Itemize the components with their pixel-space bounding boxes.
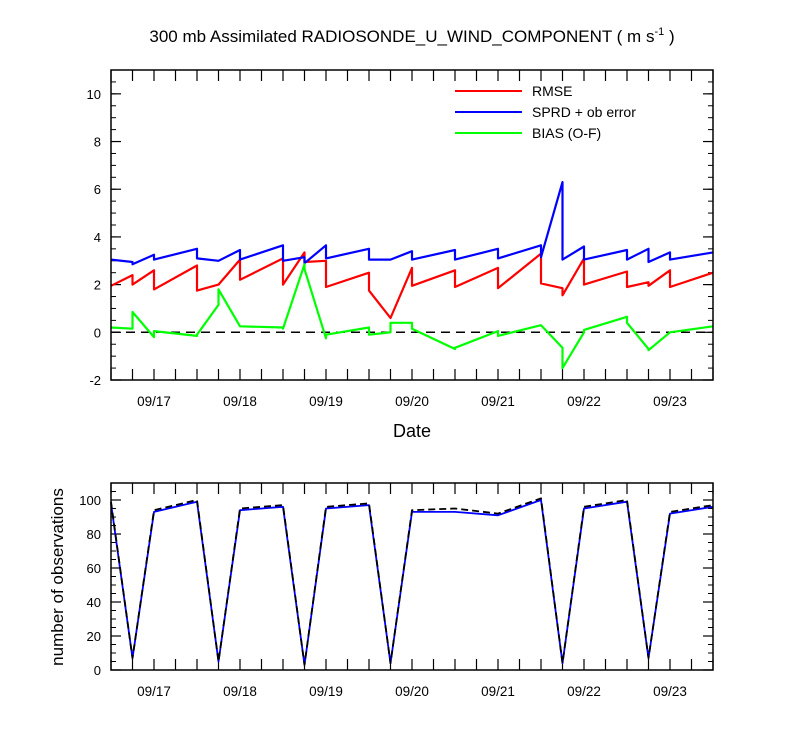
bottom-xtick-label: 09/19 — [309, 684, 343, 699]
top-ytick-label: 10 — [87, 87, 101, 102]
top-ytick-label: 8 — [94, 135, 101, 150]
bottom-series-group — [110, 497, 714, 666]
top-ytick-label: 6 — [94, 182, 101, 197]
top-series-line-1 — [110, 181, 714, 266]
bottom-ytick-label: 80 — [87, 527, 101, 542]
top-series-group — [110, 181, 714, 370]
bottom-xtick-label: 09/21 — [481, 684, 515, 699]
top-chart: -2 0 2 4 6 8 10 09/17 09/18 09/19 09/20 09/21 09/22… — [87, 69, 714, 441]
top-ytick-label: 0 — [94, 325, 101, 340]
top-xtick-label: 09/18 — [223, 394, 257, 409]
bottom-plot-frame — [110, 482, 714, 671]
top-xtick-label: 09/22 — [567, 394, 601, 409]
bottom-ytick-label: 20 — [87, 629, 101, 644]
bottom-ytick-label: 40 — [87, 595, 101, 610]
top-plot-frame — [110, 69, 714, 381]
bottom-ytick-label: 0 — [94, 663, 101, 678]
legend-label-sprd: SPRD + ob error — [532, 104, 636, 120]
legend: RMSE SPRD + ob error BIAS (O-F) — [455, 83, 636, 141]
legend-item-rmse: RMSE — [455, 83, 572, 99]
legend-item-sprd: SPRD + ob error — [455, 104, 636, 120]
top-xtick-label: 09/21 — [481, 394, 515, 409]
bottom-series-line-0 — [110, 499, 714, 666]
bottom-y-tick-labels: 0 20 40 60 80 100 — [79, 493, 101, 678]
bottom-x-tick-labels: 09/17 09/18 09/19 09/20 09/21 09/22 09/23 — [137, 684, 687, 699]
top-xtick-label: 09/17 — [137, 394, 171, 409]
bottom-y-axis-label: number of observations — [48, 488, 67, 666]
legend-label-bias: BIAS (O-F) — [532, 125, 601, 141]
top-xtick-label: 09/20 — [395, 394, 429, 409]
bottom-ytick-label: 60 — [87, 561, 101, 576]
legend-label-rmse: RMSE — [532, 83, 572, 99]
bottom-xtick-label: 09/22 — [567, 684, 601, 699]
top-ytick-label: 2 — [94, 278, 101, 293]
bottom-xtick-label: 09/20 — [395, 684, 429, 699]
bottom-xtick-label: 09/18 — [223, 684, 257, 699]
top-ytick-label: 4 — [94, 230, 101, 245]
bottom-xtick-label: 09/17 — [137, 684, 171, 699]
bottom-xtick-label: 09/23 — [653, 684, 687, 699]
top-series-line-2 — [110, 263, 714, 370]
legend-item-bias: BIAS (O-F) — [455, 125, 601, 141]
top-xtick-label: 09/19 — [309, 394, 343, 409]
top-ytick-label: -2 — [89, 373, 101, 388]
bottom-ytick-label: 100 — [79, 493, 101, 508]
top-x-axis-label: Date — [393, 421, 431, 441]
bottom-series-line-1 — [110, 497, 714, 666]
top-series-line-0 — [110, 251, 714, 320]
top-xtick-label: 09/23 — [653, 394, 687, 409]
top-x-tick-labels: 09/17 09/18 09/19 09/20 09/21 09/22 09/23 — [137, 394, 687, 409]
chart-title: 300 mb Assimilated RADIOSONDE_U_WIND_COM… — [149, 26, 674, 46]
top-y-tick-labels: -2 0 2 4 6 8 10 — [87, 87, 101, 388]
